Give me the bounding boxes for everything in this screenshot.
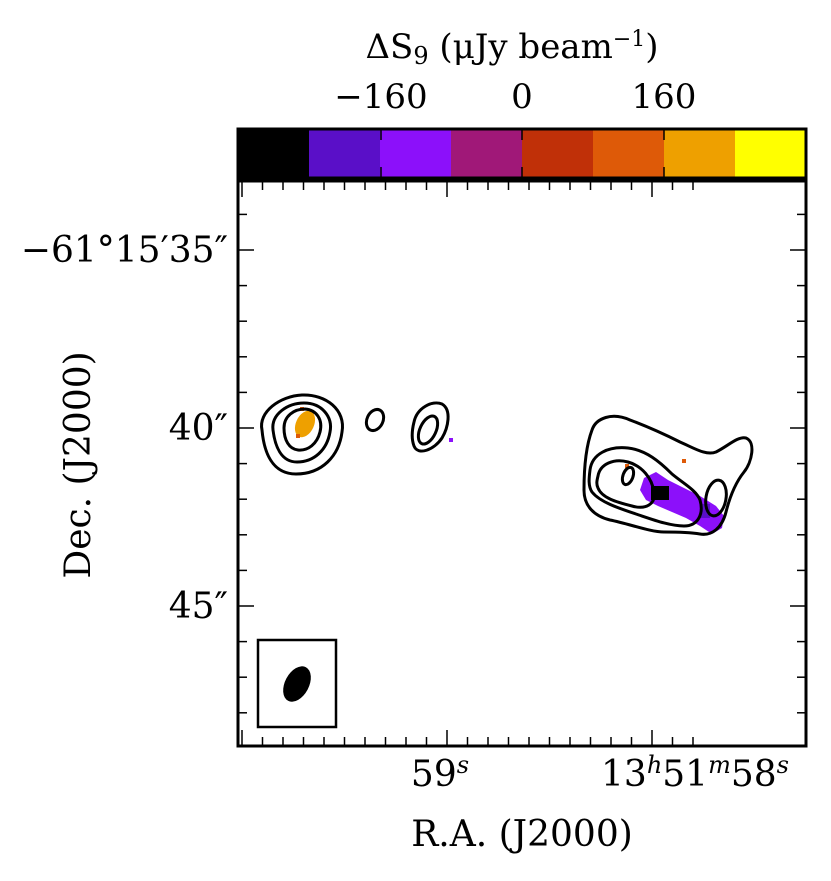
colorbar-label: ΔS9 (μJy beam−1) bbox=[365, 27, 658, 70]
contour-right-mid bbox=[587, 446, 703, 528]
y-tick-label-40: 40″ bbox=[169, 408, 228, 449]
contour-left-mid bbox=[271, 401, 332, 464]
stray-purple-pixel bbox=[449, 438, 453, 442]
colorbar-bins bbox=[238, 129, 807, 178]
x-axis-label: R.A. (J2000) bbox=[411, 814, 633, 855]
colorbar-tick-label-0: 0 bbox=[511, 77, 533, 117]
contour-middle-outer bbox=[410, 401, 450, 453]
colorbar-bin bbox=[664, 129, 736, 178]
right-source-violet-edge bbox=[700, 504, 710, 518]
colorbar-bin bbox=[522, 129, 594, 178]
image-panel bbox=[236, 179, 808, 748]
colorbar-label-sup: −1 bbox=[613, 27, 645, 52]
colorbar-tick-label-neg160: −160 bbox=[334, 77, 427, 117]
colorbar-bin bbox=[380, 129, 452, 178]
beam-box bbox=[256, 638, 338, 729]
y-tick-label-45: 45″ bbox=[169, 586, 228, 627]
beam-inset bbox=[256, 638, 338, 729]
contour-right-small-a bbox=[620, 465, 636, 487]
right-source-orange-pixel bbox=[682, 459, 686, 463]
colorbar-label-unit: (μJy beam bbox=[429, 27, 613, 67]
plot-frame bbox=[236, 179, 808, 748]
contour-right-outer bbox=[582, 414, 754, 536]
colorbar-tick-label-160: 160 bbox=[632, 77, 697, 117]
x-tick-label-59: 59s bbox=[411, 751, 469, 795]
x-tick-label-58: 13h51m58s bbox=[601, 751, 789, 795]
beam-ellipse bbox=[283, 666, 311, 702]
colorbar-ticks bbox=[380, 129, 665, 178]
contour-left-inner bbox=[282, 407, 323, 452]
colorbar-label-sub: 9 bbox=[413, 42, 428, 70]
contour-right-small-b bbox=[704, 478, 728, 518]
colorbar-label-close: ) bbox=[645, 27, 658, 67]
contour-left-small bbox=[364, 407, 386, 433]
contour-left-outer bbox=[260, 393, 344, 476]
colorbar-label-prefix: ΔS bbox=[365, 27, 413, 67]
left-source-orange-blob bbox=[294, 410, 316, 438]
contour-right-inner bbox=[595, 459, 656, 509]
y-tick-label-35: −61°15′35″ bbox=[21, 230, 228, 271]
colorbar-bin bbox=[451, 129, 523, 178]
left-source-pixel bbox=[296, 434, 300, 438]
contour-middle-inner bbox=[416, 414, 440, 446]
colorbar-bin bbox=[735, 129, 807, 178]
contours-right bbox=[582, 414, 754, 536]
plot-area bbox=[238, 181, 806, 746]
contours-left bbox=[260, 393, 450, 476]
colorbar-bin bbox=[309, 129, 381, 178]
right-source-orange-pixel bbox=[625, 464, 629, 468]
y-axis-label: Dec. (J2000) bbox=[58, 351, 99, 578]
colorbar-bin bbox=[238, 129, 310, 178]
colorbar-bin bbox=[593, 129, 665, 178]
